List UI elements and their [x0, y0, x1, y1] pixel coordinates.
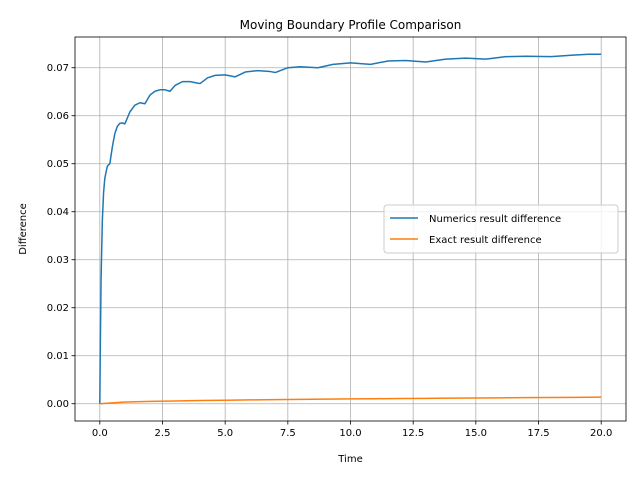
y-tick-label: 0.06 [47, 111, 69, 122]
y-tick-label: 0.03 [47, 255, 69, 266]
x-tick-label: 15.0 [465, 428, 487, 439]
x-tick-label: 5.0 [217, 428, 233, 439]
x-tick-label: 10.0 [339, 428, 361, 439]
chart-title: Moving Boundary Profile Comparison [240, 18, 462, 32]
y-tick-label: 0.04 [47, 207, 69, 218]
y-tick-label: 0.07 [47, 63, 69, 74]
x-tick-label: 0.0 [92, 428, 108, 439]
x-axis-label: Time [337, 454, 362, 465]
x-axis-ticks: 0.0 2.5 5.0 7.5 10.0 12.5 15.0 17.5 20.0 [92, 421, 612, 439]
x-tick-label: 20.0 [590, 428, 612, 439]
x-tick-label: 17.5 [527, 428, 549, 439]
legend: Numerics result difference Exact result … [383, 204, 619, 254]
series-line-0 [99, 53, 602, 404]
y-axis-ticks: 0.00 0.01 0.02 0.03 0.04 0.05 0.06 0.07 [47, 63, 75, 410]
series-line-1 [99, 396, 602, 405]
x-tick-label: 12.5 [402, 428, 424, 439]
series-lines [99, 53, 602, 405]
y-tick-label: 0.02 [47, 303, 69, 314]
legend-label-exact: Exact result difference [429, 235, 542, 246]
y-tick-label: 0.05 [47, 159, 69, 170]
legend-label-numerics: Numerics result difference [429, 214, 561, 225]
x-tick-label: 7.5 [280, 428, 296, 439]
y-tick-label: 0.00 [47, 399, 69, 410]
x-tick-label: 2.5 [155, 428, 171, 439]
legend-box [383, 204, 619, 254]
y-tick-label: 0.01 [47, 351, 69, 362]
y-axis-label: Difference [18, 203, 29, 255]
